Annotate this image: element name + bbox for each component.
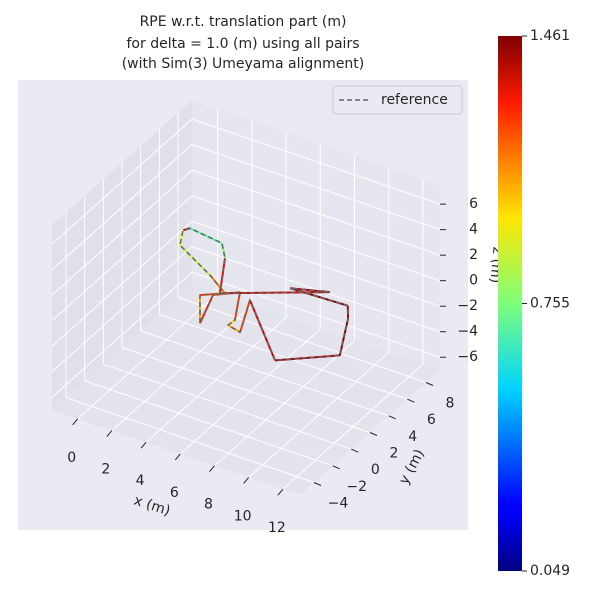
x-tick-label: 6 [170,485,179,501]
y-tick-label: −2 [346,479,367,495]
z-tick-label: 0 [469,273,478,289]
x-tick-label: 4 [136,473,145,489]
colorbar-tick-label: 1.461 [530,28,570,44]
y-tick-label: 2 [390,446,399,462]
chart-title: RPE w.r.t. translation part (m) [140,14,347,30]
y-tick-label: 4 [408,429,417,445]
x-tick-label: 12 [268,520,286,536]
legend-label: reference [381,92,448,108]
x-tick-label: 8 [204,497,213,513]
y-tick-label: 8 [446,396,455,412]
chart-title: (with Sim(3) Umeyama alignment) [122,56,365,72]
chart-title: for delta = 1.0 (m) using all pairs [127,36,360,52]
z-tick-label: −2 [457,298,478,314]
z-tick-label: −4 [457,324,478,340]
y-tick-label: 0 [371,462,380,478]
y-tick-label: −4 [328,496,349,512]
x-tick-label: 2 [101,462,110,478]
y-tick-label: 6 [427,412,436,428]
z-tick-label: 4 [469,222,478,238]
z-tick-label: −6 [457,349,478,365]
colorbar-tick-label: 0.755 [530,296,570,312]
z-tick-label: 2 [469,247,478,263]
x-tick-label: 0 [67,450,76,466]
colorbar-tick-label: 0.049 [530,563,570,579]
colorbar [498,36,522,571]
x-tick-label: 10 [234,508,252,524]
z-tick-label: 6 [469,196,478,212]
